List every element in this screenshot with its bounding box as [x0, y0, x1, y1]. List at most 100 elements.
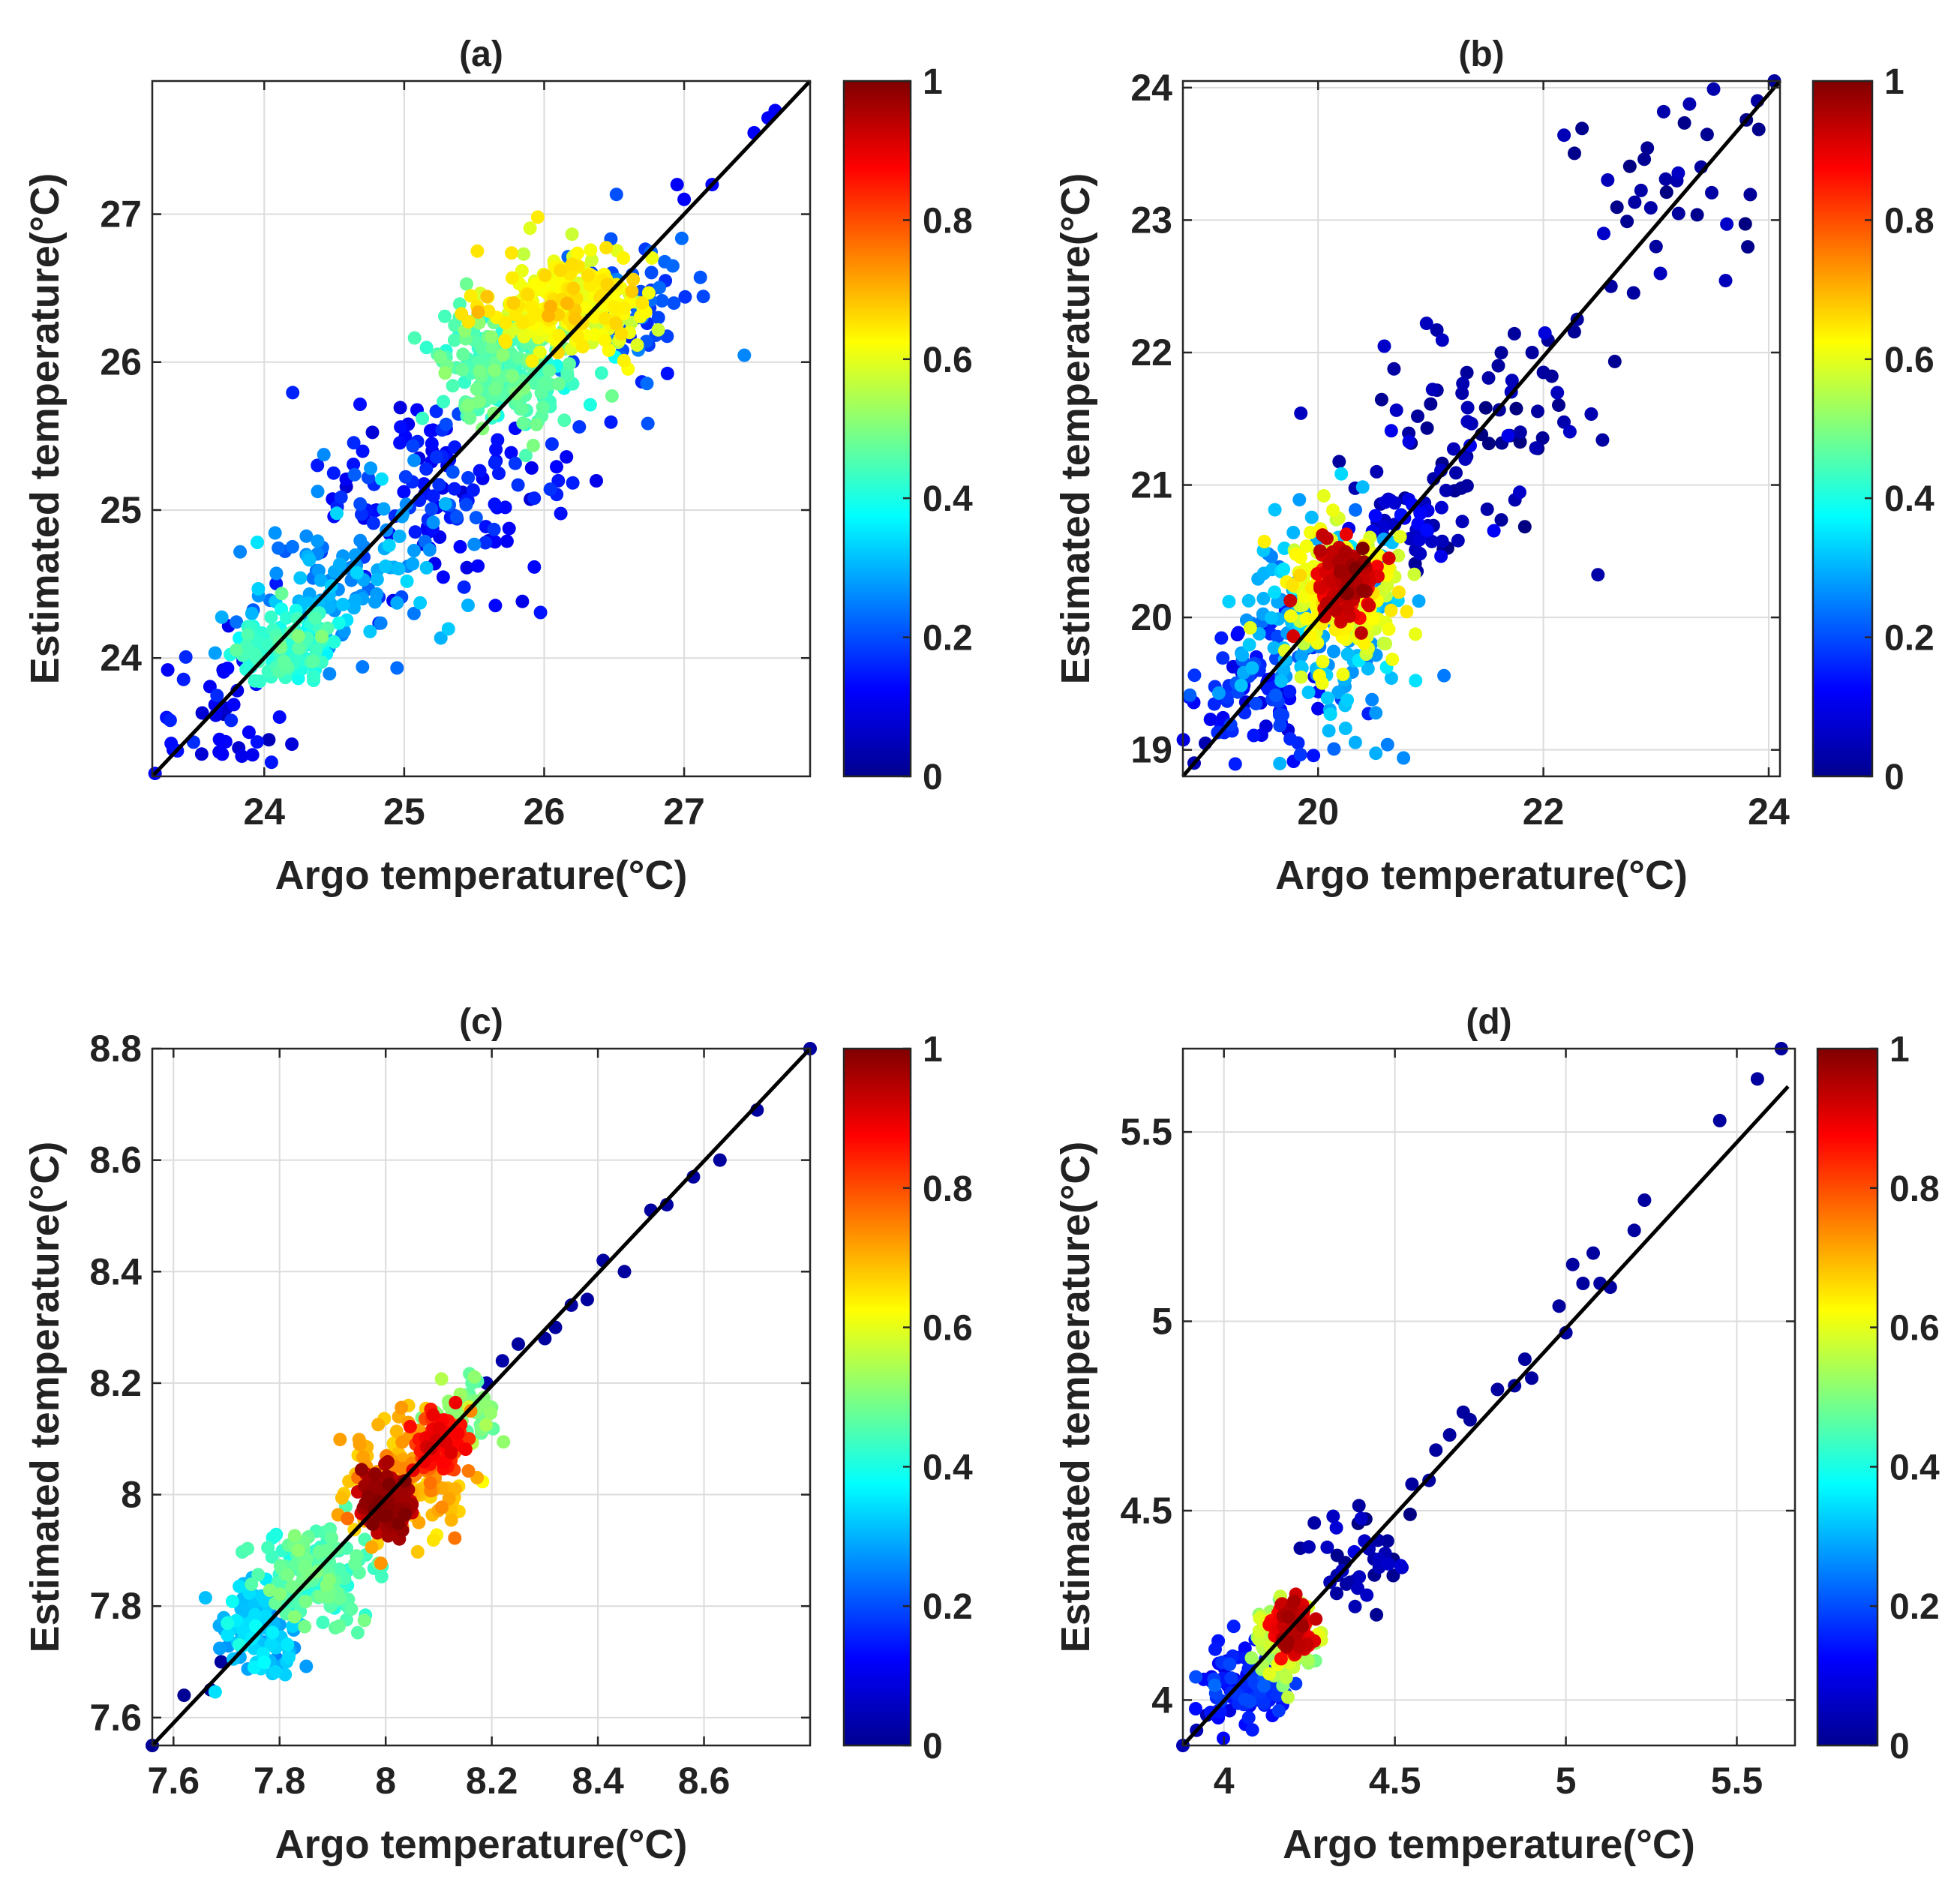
- scatter-point: [215, 747, 230, 761]
- scatter-point: [502, 521, 516, 536]
- scatter-point: [459, 497, 473, 512]
- scatter-point: [594, 366, 608, 380]
- scatter-point: [1370, 1607, 1384, 1622]
- scatter-point: [316, 1615, 330, 1629]
- scatter-point: [251, 582, 266, 596]
- y-axis: 19 20 21 22 23 24: [1130, 67, 1780, 771]
- scatter-point: [198, 1591, 212, 1605]
- scatter-point: [208, 646, 222, 660]
- scatter-point: [1247, 728, 1261, 743]
- scatter-point: [1626, 286, 1640, 300]
- scatter-point: [1256, 592, 1271, 605]
- scatter-point: [227, 698, 241, 712]
- y-tick-label: 8.8: [89, 1028, 142, 1070]
- scatter-point: [1241, 593, 1256, 608]
- scatter-point: [1586, 1246, 1600, 1260]
- scatter-point: [1658, 172, 1673, 186]
- scatter-points: [1176, 74, 1781, 771]
- y-tick-label: 7.8: [89, 1585, 142, 1627]
- scatter-point: [651, 311, 665, 325]
- scatter-point: [1295, 649, 1308, 663]
- scatter-point: [1326, 1509, 1340, 1523]
- scatter-point: [1420, 523, 1434, 537]
- scatter-point: [285, 737, 299, 752]
- scatter-point: [625, 284, 639, 299]
- scatter-point: [1517, 1352, 1532, 1366]
- scatter-point: [322, 1590, 335, 1604]
- scatter-point: [356, 660, 370, 674]
- scatter-point: [1384, 603, 1398, 617]
- scatter-point: [1562, 425, 1577, 439]
- scatter-point: [1584, 407, 1598, 421]
- scatter-point: [1332, 455, 1346, 469]
- scatter-point: [287, 1610, 302, 1624]
- scatter-point: [533, 605, 548, 620]
- scatter-point: [257, 1594, 272, 1608]
- scatter-point: [444, 1445, 458, 1460]
- scatter-point: [641, 416, 655, 431]
- scatter-point: [1620, 215, 1634, 229]
- y-tick-label: 24: [1130, 67, 1172, 109]
- scatter-point: [299, 1659, 314, 1673]
- colorbar-tick-label: 0.6: [1889, 1309, 1940, 1349]
- colorbar-tick-label: 0.4: [923, 1448, 973, 1487]
- scatter-point: [163, 713, 177, 728]
- scatter-point: [563, 357, 576, 371]
- scatter-point: [1226, 1619, 1241, 1634]
- scatter-point: [389, 1424, 404, 1439]
- scatter-point: [572, 420, 587, 434]
- scatter-point: [1352, 1499, 1366, 1513]
- scatter-point: [1309, 1612, 1323, 1626]
- scatter-point: [1513, 485, 1526, 500]
- scatter-point: [272, 710, 287, 724]
- scatter-point: [1339, 527, 1353, 542]
- scatter-point: [609, 188, 623, 202]
- scatter-point: [530, 210, 545, 224]
- scatter-point: [397, 485, 411, 499]
- scatter-point: [635, 296, 650, 310]
- scatter-point: [264, 755, 278, 770]
- scatter-point: [425, 437, 439, 451]
- scatter-point: [1281, 1690, 1295, 1704]
- scatter-point: [1552, 1299, 1566, 1313]
- scatter-point: [1283, 593, 1298, 608]
- scatter-point: [1460, 479, 1474, 493]
- scatter-point: [1490, 1382, 1505, 1397]
- scatter-point: [281, 1637, 295, 1652]
- scatter-point: [479, 1418, 493, 1432]
- scatter-point: [1286, 526, 1301, 539]
- scatter-point: [1301, 1652, 1315, 1667]
- scatter-point: [333, 1433, 347, 1447]
- x-axis-label: Argo temperature(°C): [1283, 1822, 1695, 1867]
- scatter-point: [422, 543, 437, 557]
- scatter-point: [1189, 1702, 1202, 1715]
- scatter-point: [407, 544, 421, 557]
- scatter-point: [527, 560, 542, 574]
- x-tick-label: 27: [663, 791, 705, 833]
- scatter-point: [264, 1637, 278, 1651]
- scatter-point: [1312, 668, 1326, 683]
- scatter-point: [299, 529, 314, 543]
- scatter-point: [1517, 520, 1532, 534]
- scatter-point: [1273, 719, 1287, 733]
- scatter-point: [1286, 629, 1301, 644]
- scatter-point: [291, 1543, 305, 1557]
- scatter-point: [1419, 317, 1433, 331]
- scatter-point: [1297, 590, 1311, 604]
- scatter-point: [419, 560, 434, 575]
- scatter-point: [1262, 1667, 1277, 1681]
- scatter-point: [1356, 584, 1370, 597]
- y-tick-label: 24: [100, 637, 142, 679]
- scatter-point: [630, 338, 644, 352]
- scatter-point: [430, 450, 443, 464]
- scatter-point: [1336, 668, 1350, 681]
- colorbar-tick-label: 0.6: [1884, 341, 1934, 380]
- x-tick-label: 20: [1297, 791, 1339, 833]
- scatter-point: [1277, 562, 1291, 576]
- scatter-point: [434, 1372, 449, 1386]
- scatter-point: [674, 231, 689, 245]
- scatter-point: [1643, 201, 1658, 215]
- scatter-point: [449, 509, 464, 524]
- scatter-point: [1507, 326, 1521, 341]
- y-tick-label: 8.6: [89, 1139, 142, 1181]
